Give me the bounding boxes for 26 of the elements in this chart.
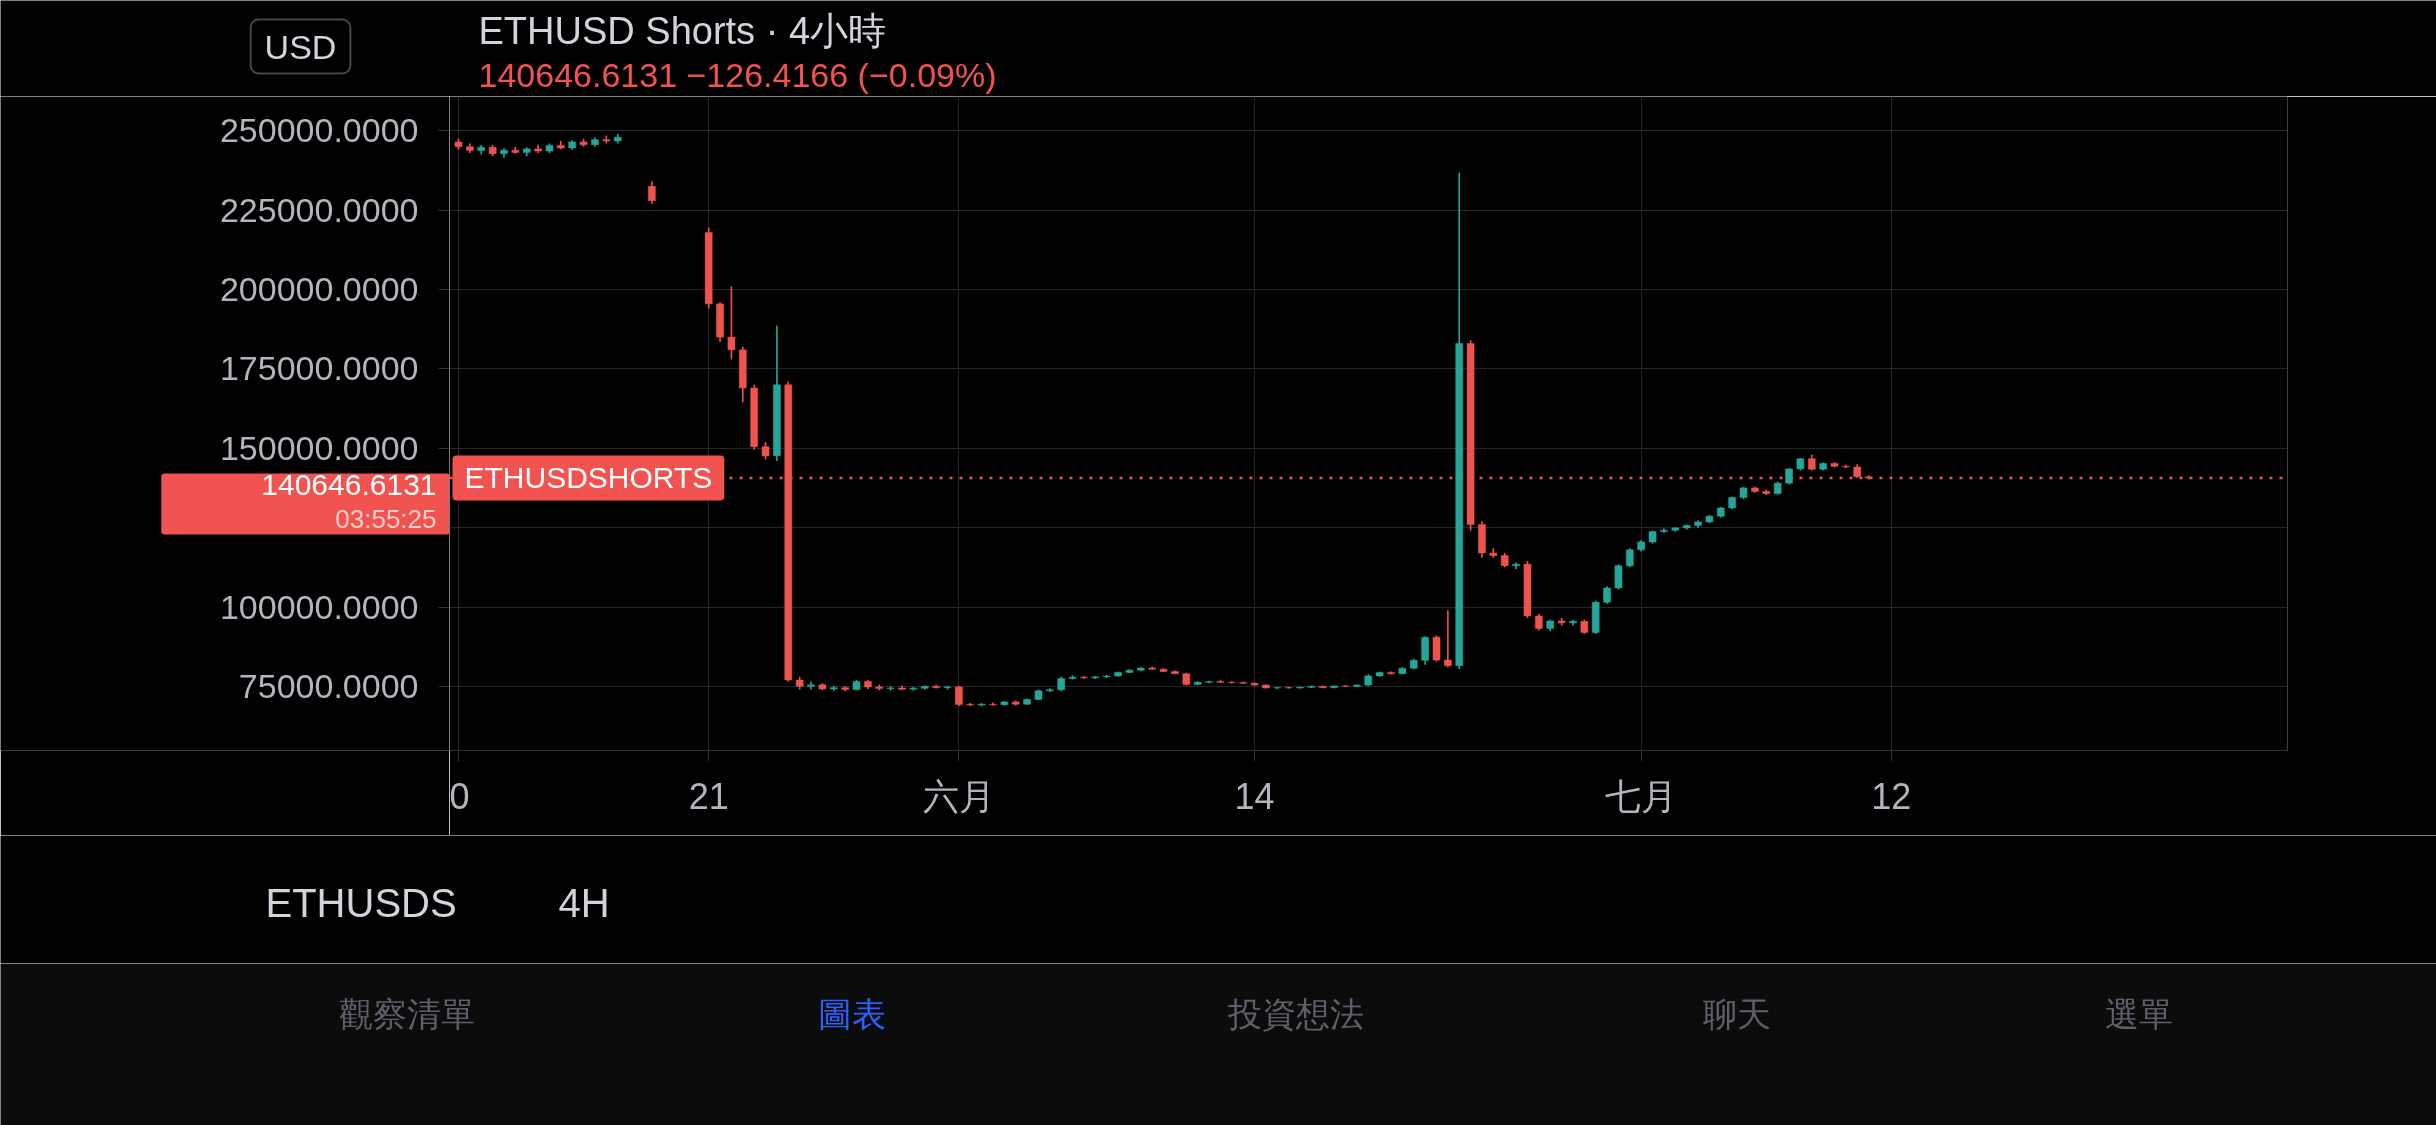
y-tick-label: 200000.0000 (219, 270, 419, 309)
x-tick-label: 14 (1234, 775, 1275, 817)
text: USD (264, 27, 337, 66)
y-tick-label: 225000.0000 (219, 190, 419, 229)
text: 聊天 (1702, 994, 1771, 1033)
text: 圖表 (817, 994, 886, 1033)
x-tick-label: 12 (1871, 775, 1912, 817)
chart-title: ETHUSD Shorts · 4小時 (478, 9, 887, 52)
text: 投資想法 (1226, 994, 1364, 1033)
text: ETHUSDS (265, 880, 457, 925)
text: 觀察清單 (338, 994, 475, 1033)
text: 03:55:25 (335, 503, 437, 534)
annotation: ETHUSDSHORTS (464, 461, 713, 495)
y-tick-label: 75000.0000 (238, 666, 419, 705)
y-tick-label: 175000.0000 (219, 349, 419, 388)
ref-line-label: 140646.6131 (261, 468, 437, 502)
text: 4H (558, 880, 610, 925)
x-tick-label: 0 (449, 775, 470, 817)
y-tick-label: 100000.0000 (219, 587, 419, 626)
x-tick-label: 六月 (922, 775, 995, 817)
x-tick-label: 七月 (1605, 775, 1678, 817)
text: 選單 (2104, 994, 2173, 1033)
y-tick-label: 150000.0000 (219, 428, 419, 467)
x-tick-label: 21 (688, 775, 729, 817)
chart-subtitle: 140646.6131 −126.4166 (−0.09%) (478, 55, 997, 94)
y-tick-label: 250000.0000 (219, 111, 419, 150)
